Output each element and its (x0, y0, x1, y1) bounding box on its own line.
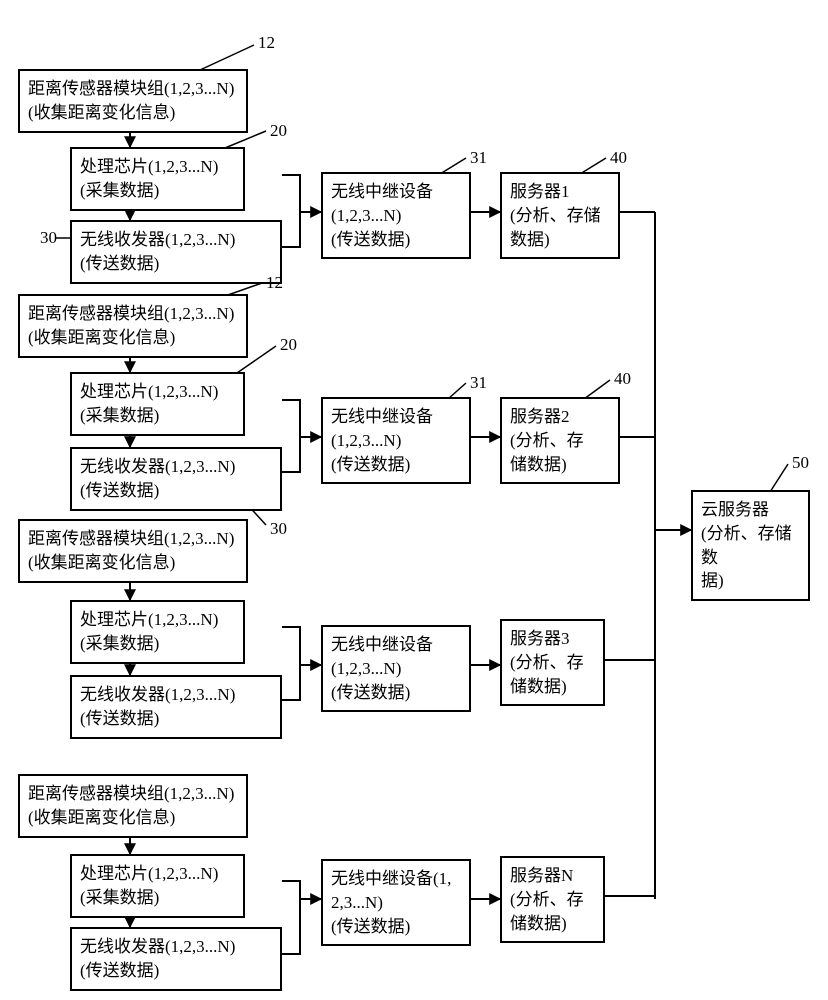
node-line: 储数据) (510, 675, 595, 699)
node-line: 无线中继设备(1, (331, 867, 461, 891)
node-line: 距离传感器模块组(1,2,3...N) (28, 77, 238, 101)
node-line: (采集数据) (80, 886, 235, 910)
node-g1_server: 服务器1(分析、存储数据) (500, 172, 620, 259)
node-g4_tx: 无线收发器(1,2,3...N)(传送数据) (70, 927, 282, 991)
node-g1_tx: 无线收发器(1,2,3...N)(传送数据) (70, 220, 282, 284)
node-line: (采集数据) (80, 179, 235, 203)
node-line: 无线收发器(1,2,3...N) (80, 935, 272, 959)
node-line: 据) (701, 569, 800, 593)
node-g4_relay: 无线中继设备(1,2,3...N)(传送数据) (321, 859, 471, 946)
ref-label-g1_tx_lbl: 30 (40, 228, 57, 248)
node-line: (分析、存 (510, 429, 610, 453)
node-line: (传送数据) (331, 681, 461, 705)
node-g2_tx: 无线收发器(1,2,3...N)(传送数据) (70, 447, 282, 511)
node-g4_sensor: 距离传感器模块组(1,2,3...N)(收集距离变化信息) (18, 774, 248, 838)
node-line: (收集距离变化信息) (28, 101, 238, 125)
node-line: 服务器1 (510, 180, 610, 204)
node-line: 距离传感器模块组(1,2,3...N) (28, 782, 238, 806)
node-line: (1,2,3...N) (331, 204, 461, 228)
node-g3_relay: 无线中继设备(1,2,3...N)(传送数据) (321, 625, 471, 712)
node-line: (采集数据) (80, 632, 235, 656)
node-g4_chip: 处理芯片(1,2,3...N)(采集数据) (70, 854, 245, 918)
ref-label-g1_relay_lbl: 31 (470, 148, 487, 168)
ref-label-g1_sensor_lbl: 12 (258, 33, 275, 53)
node-g3_chip: 处理芯片(1,2,3...N)(采集数据) (70, 600, 245, 664)
node-line: 无线收发器(1,2,3...N) (80, 455, 272, 479)
node-cloud: 云服务器(分析、存储数据) (691, 490, 810, 601)
node-g1_chip: 处理芯片(1,2,3...N)(采集数据) (70, 147, 245, 211)
node-g4_server: 服务器N(分析、存储数据) (500, 856, 605, 943)
node-line: (传送数据) (331, 228, 461, 252)
node-line: 服务器3 (510, 627, 595, 651)
node-line: 云服务器 (701, 498, 800, 522)
node-line: 2,3...N) (331, 891, 461, 915)
node-line: 处理芯片(1,2,3...N) (80, 608, 235, 632)
node-g2_chip: 处理芯片(1,2,3...N)(采集数据) (70, 372, 245, 436)
node-line: 无线收发器(1,2,3...N) (80, 228, 272, 252)
node-line: (传送数据) (331, 453, 461, 477)
node-line: (分析、存储 (510, 204, 610, 228)
node-g2_sensor: 距离传感器模块组(1,2,3...N)(收集距离变化信息) (18, 294, 248, 358)
node-g1_sensor: 距离传感器模块组(1,2,3...N)(收集距离变化信息) (18, 69, 248, 133)
node-line: (分析、存 (510, 651, 595, 675)
node-line: 处理芯片(1,2,3...N) (80, 155, 235, 179)
node-line: (采集数据) (80, 404, 235, 428)
node-line: 服务器2 (510, 405, 610, 429)
node-line: (传送数据) (331, 915, 461, 939)
node-line: 数据) (510, 228, 610, 252)
node-line: (收集距离变化信息) (28, 551, 238, 575)
node-line: (传送数据) (80, 707, 272, 731)
node-line: (1,2,3...N) (331, 429, 461, 453)
ref-label-g1_chip_lbl: 20 (270, 121, 287, 141)
node-g3_sensor: 距离传感器模块组(1,2,3...N)(收集距离变化信息) (18, 519, 248, 583)
ref-label-cloud_lbl: 50 (792, 453, 809, 473)
node-g3_tx: 无线收发器(1,2,3...N)(传送数据) (70, 675, 282, 739)
ref-label-g2_sensor_lbl: 12 (266, 273, 283, 293)
node-g3_server: 服务器3(分析、存储数据) (500, 619, 605, 706)
ref-label-g1_server_lbl: 40 (610, 148, 627, 168)
node-line: (分析、存储数 (701, 522, 800, 570)
node-line: 处理芯片(1,2,3...N) (80, 380, 235, 404)
ref-label-g2_tx_lbl: 30 (270, 519, 287, 539)
node-line: (传送数据) (80, 252, 272, 276)
node-line: (收集距离变化信息) (28, 326, 238, 350)
node-g1_relay: 无线中继设备(1,2,3...N)(传送数据) (321, 172, 471, 259)
node-line: (传送数据) (80, 479, 272, 503)
node-line: 距离传感器模块组(1,2,3...N) (28, 527, 238, 551)
node-line: 无线中继设备 (331, 405, 461, 429)
ref-label-g2_server_lbl: 40 (614, 369, 631, 389)
ref-label-g2_chip_lbl: 20 (280, 335, 297, 355)
node-line: 处理芯片(1,2,3...N) (80, 862, 235, 886)
node-line: (传送数据) (80, 959, 272, 983)
ref-label-g2_relay_lbl: 31 (470, 373, 487, 393)
node-line: 储数据) (510, 453, 610, 477)
node-line: (1,2,3...N) (331, 657, 461, 681)
node-line: 服务器N (510, 864, 595, 888)
node-line: (收集距离变化信息) (28, 806, 238, 830)
node-line: 距离传感器模块组(1,2,3...N) (28, 302, 238, 326)
node-line: (分析、存 (510, 888, 595, 912)
node-g2_relay: 无线中继设备(1,2,3...N)(传送数据) (321, 397, 471, 484)
node-g2_server: 服务器2(分析、存储数据) (500, 397, 620, 484)
node-line: 无线中继设备 (331, 633, 461, 657)
node-line: 储数据) (510, 912, 595, 936)
node-line: 无线收发器(1,2,3...N) (80, 683, 272, 707)
node-line: 无线中继设备 (331, 180, 461, 204)
